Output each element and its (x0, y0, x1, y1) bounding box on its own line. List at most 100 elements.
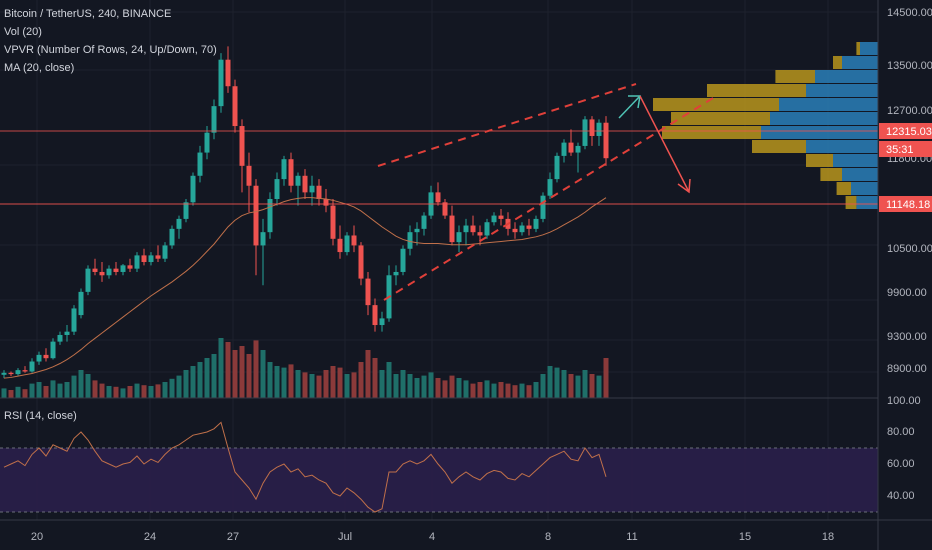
vpvr-up-bar (842, 168, 878, 181)
volume-bar (197, 362, 203, 398)
volume-bar (281, 367, 287, 398)
candle-body (246, 165, 252, 186)
volume-bar (547, 366, 553, 398)
legend-vol[interactable]: Vol (20) (4, 26, 42, 38)
candle-body (106, 268, 112, 276)
green-arrow-shaft (618, 95, 641, 119)
vpvr-up-bar (833, 154, 878, 167)
volume-bar (379, 370, 385, 398)
vpvr-down-bar (820, 168, 842, 181)
candle-body (169, 228, 175, 246)
candle-body (533, 218, 539, 229)
candle-body (57, 334, 63, 342)
volume-bar (127, 386, 133, 398)
vpvr-up-bar (806, 84, 878, 97)
volume-bar (477, 382, 483, 398)
current-price-badge-bg (879, 123, 932, 139)
volume-bar (1, 388, 7, 398)
volume-bar (337, 367, 343, 398)
candle-body (442, 202, 448, 216)
volume-bar (22, 389, 28, 398)
volume-bar (505, 383, 511, 398)
grid (0, 0, 878, 520)
candle-body (463, 225, 469, 233)
volume-bar (358, 362, 364, 398)
moving-average (3, 197, 607, 379)
vpvr-down-bar (752, 140, 806, 153)
volume-bar (267, 362, 273, 398)
candle-body (85, 268, 91, 292)
price-tick-label: 9300.00 (887, 331, 927, 343)
volume-bar (526, 385, 532, 398)
candle-body (547, 179, 553, 196)
candle-body (456, 232, 462, 243)
candle-body (127, 265, 133, 269)
volume-bars (1, 338, 609, 398)
candle-body (435, 192, 441, 203)
current-price-badge: 12315.03 (886, 126, 932, 138)
volume-bar (169, 378, 175, 398)
candle-body (148, 255, 154, 263)
candle-body (554, 155, 560, 180)
rsi-band (0, 448, 878, 512)
candle-body (253, 185, 259, 246)
volume-bar (155, 384, 161, 398)
volume-bar (260, 350, 266, 398)
volume-bar (99, 383, 105, 398)
volume-bar (295, 370, 301, 398)
candle-body (176, 218, 182, 229)
vpvr-up-bar (851, 182, 878, 195)
volume-bar (512, 385, 518, 398)
candlesticks (1, 46, 609, 379)
legend-vpvr[interactable]: VPVR (Number Of Rows, 24, Up/Down, 70) (4, 44, 217, 56)
vpvr-up-bar (770, 112, 878, 125)
vpvr-down-bar (845, 196, 857, 209)
price-tick-label: 14500.00 (887, 7, 932, 19)
legend-symbol[interactable]: Bitcoin / TetherUS, 240, BINANCE (4, 8, 172, 20)
rsi-tick-label: 80.00 (887, 426, 915, 438)
vpvr-up-bar (761, 126, 878, 139)
candle-body (519, 225, 525, 233)
volume-bar (365, 350, 371, 398)
volume-bar (351, 372, 357, 398)
countdown-badge: 35:31 (886, 144, 914, 156)
candle-body (330, 205, 336, 239)
candle-body (337, 238, 343, 253)
legend-rsi[interactable]: RSI (14, close) (4, 410, 77, 422)
candle-body (491, 215, 497, 223)
time-tick-label: 18 (822, 531, 834, 543)
vpvr-up-bar (860, 42, 878, 55)
legend-ma[interactable]: MA (20, close) (4, 62, 75, 74)
candle-body (190, 175, 196, 203)
volume-bar (582, 370, 588, 398)
vpvr-profile (653, 42, 878, 209)
volume-bar (134, 383, 140, 398)
candle-body (43, 354, 49, 359)
price-tick-label: 10500.00 (887, 243, 932, 255)
time-tick-label: 11 (626, 531, 637, 543)
candle-body (407, 232, 413, 249)
volume-bar (330, 366, 336, 398)
vpvr-up-bar (779, 98, 878, 111)
volume-bar (568, 374, 574, 398)
candle-body (309, 185, 315, 193)
candle-body (281, 159, 287, 180)
volume-bar (561, 370, 567, 398)
volume-bar (554, 367, 560, 398)
vpvr-down-bar (653, 98, 779, 111)
vpvr-down-bar (856, 42, 860, 55)
volume-bar (596, 375, 602, 398)
vpvr-down-bar (707, 84, 806, 97)
candle-body (225, 59, 231, 87)
volume-bar (372, 358, 378, 398)
candle-body (211, 106, 217, 133)
candle-body (288, 159, 294, 186)
vpvr-down-bar (662, 126, 761, 139)
volume-bar (141, 385, 147, 398)
candle-body (15, 370, 21, 375)
candle-body (92, 268, 98, 272)
candle-body (71, 308, 77, 332)
volume-bar (162, 382, 168, 398)
